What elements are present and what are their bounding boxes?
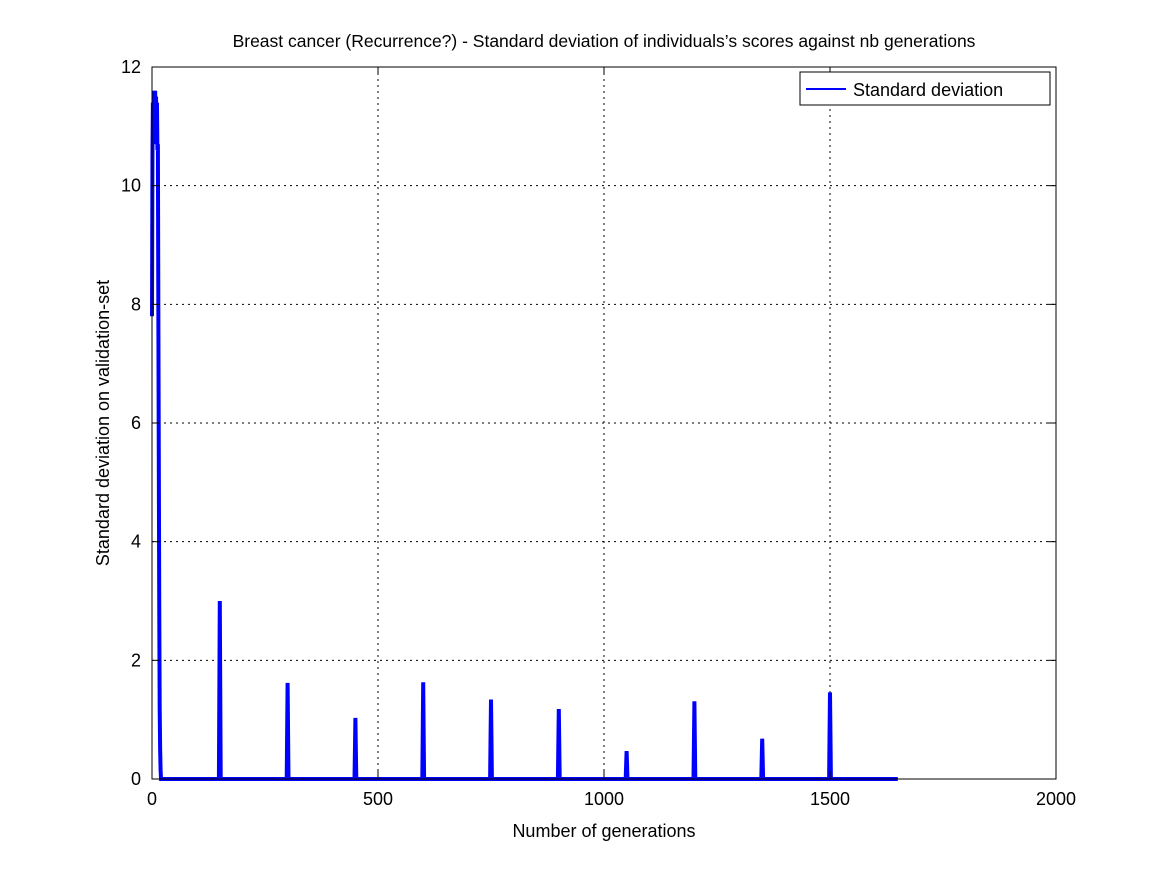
series-line: [150, 90, 898, 781]
y-axis-label: Standard deviation on validation-set: [93, 280, 113, 566]
x-tick-label: 1000: [584, 789, 624, 809]
chart-title: Breast cancer (Recurrence?) - Standard d…: [233, 31, 976, 51]
legend-label: Standard deviation: [853, 80, 1003, 100]
axis-ticks: 0 500 1000 1500 2000 0 2 4 6 8 10 12: [121, 57, 1076, 809]
x-tick-label: 2000: [1036, 789, 1076, 809]
y-tick-label: 2: [131, 650, 141, 670]
x-tick-label: 1500: [810, 789, 850, 809]
legend: Standard deviation: [799, 71, 1051, 106]
grid-lines: [152, 67, 1056, 779]
y-tick-label: 6: [131, 413, 141, 433]
data-series: [150, 90, 898, 781]
x-tick-label: 0: [147, 789, 157, 809]
y-tick-label: 4: [131, 532, 141, 552]
y-tick-label: 10: [121, 176, 141, 196]
y-tick-label: 8: [131, 294, 141, 314]
y-tick-label: 0: [131, 769, 141, 789]
x-tick-label: 500: [363, 789, 393, 809]
y-tick-label: 12: [121, 57, 141, 77]
x-axis-label: Number of generations: [512, 821, 695, 841]
